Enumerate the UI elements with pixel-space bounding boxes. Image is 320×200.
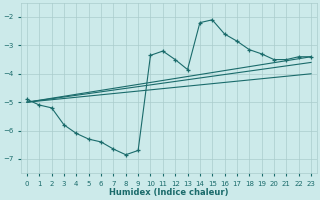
X-axis label: Humidex (Indice chaleur): Humidex (Indice chaleur) <box>109 188 229 197</box>
